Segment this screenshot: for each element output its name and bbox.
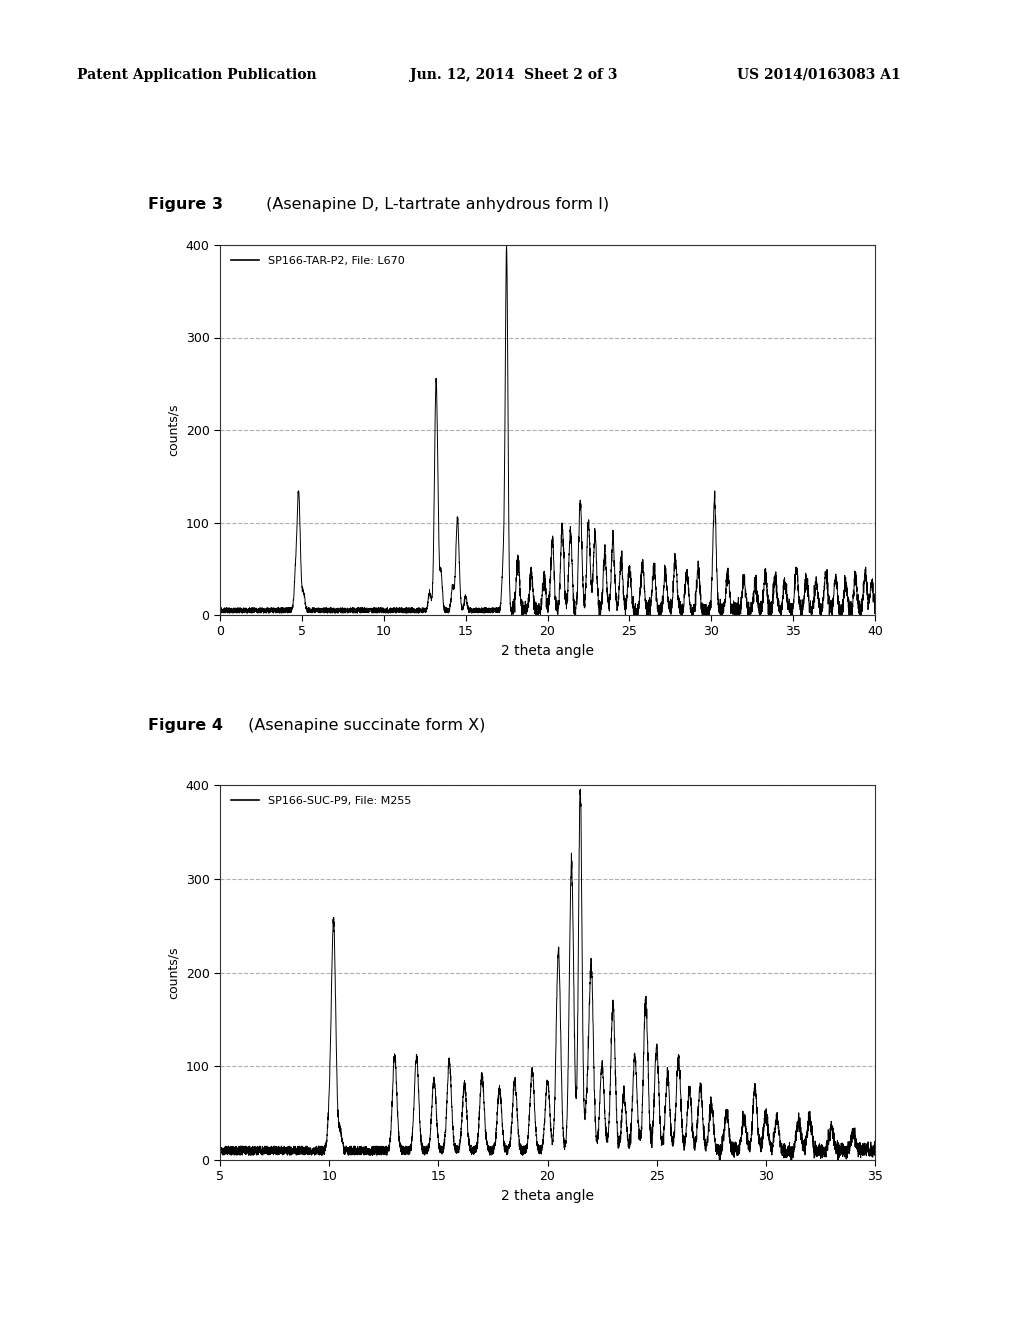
Text: Figure 3: Figure 3 — [148, 197, 223, 213]
Text: US 2014/0163083 A1: US 2014/0163083 A1 — [737, 69, 901, 82]
Text: (Asenapine succinate form X): (Asenapine succinate form X) — [243, 718, 485, 733]
Y-axis label: counts/s: counts/s — [167, 404, 180, 457]
Legend: SP166-SUC-P9, File: M255: SP166-SUC-P9, File: M255 — [225, 791, 417, 812]
Text: Jun. 12, 2014  Sheet 2 of 3: Jun. 12, 2014 Sheet 2 of 3 — [410, 69, 617, 82]
Legend: SP166-TAR-P2, File: L670: SP166-TAR-P2, File: L670 — [225, 251, 410, 272]
X-axis label: 2 theta angle: 2 theta angle — [501, 644, 594, 657]
X-axis label: 2 theta angle: 2 theta angle — [501, 1189, 594, 1203]
Y-axis label: counts/s: counts/s — [167, 946, 180, 999]
Text: Patent Application Publication: Patent Application Publication — [77, 69, 316, 82]
Text: Figure 4: Figure 4 — [148, 718, 223, 733]
Text: (Asenapine D, L-tartrate anhydrous form I): (Asenapine D, L-tartrate anhydrous form … — [261, 197, 609, 213]
